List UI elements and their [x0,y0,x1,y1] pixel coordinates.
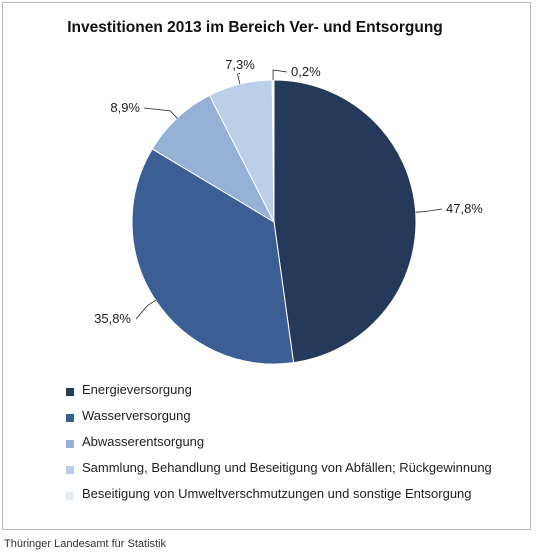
data-label-2: 35,8% [94,311,131,326]
legend-label-1: Energieversorgung [82,382,192,397]
leader-line-2 [135,300,156,320]
legend-swatch-3 [66,440,74,448]
pie-slice-1 [273,79,417,364]
leader-line-1 [415,208,443,213]
source-note: Thüringer Landesamt für Statistik [4,538,167,550]
pie-chart: 47,8% 35,8% 8,9% 7,3% 0,2% [94,57,483,365]
chart-title: Investitionen 2013 im Bereich Ver- und E… [67,19,443,36]
legend-label-3: Abwasserentsorgung [82,434,205,449]
data-label-1: 47,8% [446,201,483,216]
pie-slice-5 [271,79,275,223]
legend-label-4: Sammlung, Behandlung und Beseitigung von… [82,460,492,475]
leader-line-3 [143,107,178,119]
legend-swatch-4 [66,466,74,474]
data-label-5: 0,2% [291,64,321,79]
legend-swatch-1 [66,388,74,396]
data-label-3: 8,9% [110,100,140,115]
pie-slice-2 [131,148,295,365]
data-label-4: 7,3% [225,57,255,72]
legend-label-5: Beseitigung von Umweltverschmutzungen un… [82,486,472,501]
legend-label-2: Wasserversorgung [82,408,191,423]
leader-line-5 [272,69,288,81]
leader-line-4 [237,72,241,85]
legend-swatch-5 [66,492,74,500]
legend-swatch-2 [66,414,74,422]
